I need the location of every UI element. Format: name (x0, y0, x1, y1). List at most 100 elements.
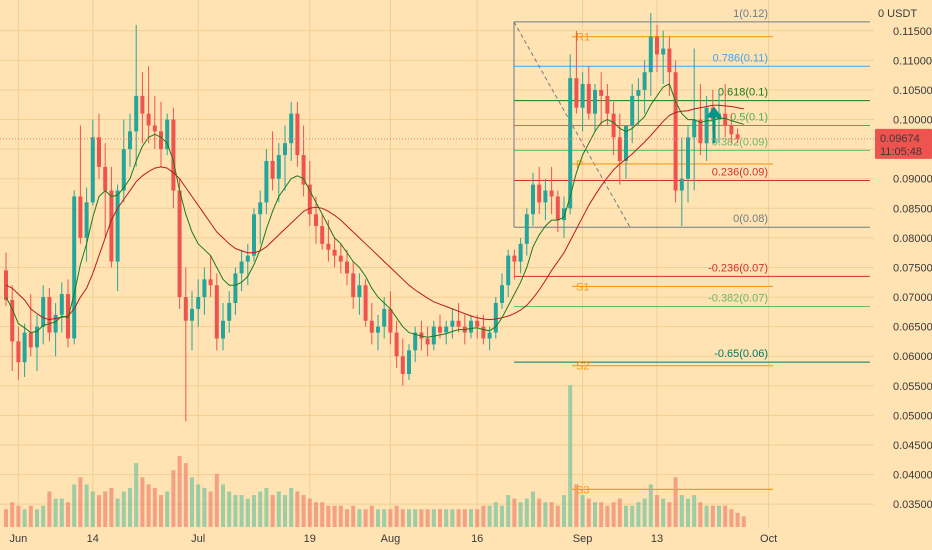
volume-bar (717, 505, 721, 527)
candle-body (264, 160, 269, 203)
candle-body (400, 356, 405, 374)
time-axis[interactable]: Jun 14 Jul 19 Aug 16 Sep 13 Oct (10, 533, 778, 545)
volume-bar (425, 509, 430, 527)
candle-body (239, 261, 244, 274)
volume-bar (599, 502, 604, 527)
price-tag-countdown: 11:05:48 (880, 146, 922, 158)
fib-label: 0.786(0.11) (713, 52, 768, 64)
volume-bar (47, 491, 52, 527)
candle-body (152, 125, 157, 132)
candle-body (41, 297, 46, 327)
candle-body (22, 332, 27, 363)
volume-bar (289, 487, 294, 527)
volume-bar (500, 505, 504, 527)
volume-bar (400, 509, 405, 527)
fib-label: 0.382(0.09) (712, 136, 768, 148)
candle-body (78, 196, 83, 238)
volume-bar (233, 495, 238, 527)
volume-bar (59, 498, 64, 527)
candle-body (326, 243, 331, 250)
volume-bar (692, 495, 697, 527)
candle-body (320, 226, 325, 244)
candle-body (667, 48, 672, 73)
ema-fast-line (5, 83, 744, 338)
candle-body (537, 184, 542, 203)
volume-bar (165, 491, 170, 527)
volume-bar (667, 502, 672, 527)
volume-bar (475, 509, 480, 527)
candle-body (543, 190, 548, 203)
y-tick-label: 0.05000 (893, 410, 932, 422)
candle-body (475, 320, 480, 327)
x-tick-label: Aug (381, 533, 401, 545)
volume-bar (413, 509, 418, 527)
volume-bar (283, 495, 287, 527)
candle-body (648, 36, 653, 73)
pivot-label: S3 (576, 484, 589, 496)
candle-body (487, 332, 492, 339)
volume-bar (115, 498, 120, 527)
volume-bar (221, 484, 225, 527)
volume-bar (4, 509, 8, 527)
candle-body (345, 261, 349, 274)
volume-bar (214, 473, 219, 527)
volume-bar (90, 491, 95, 527)
candle-body (214, 285, 219, 339)
volume-bar (648, 484, 653, 527)
volume-bar (512, 498, 517, 527)
candle-body (134, 95, 139, 132)
volume-bar (301, 495, 306, 527)
candle-body (382, 308, 387, 327)
candle-body (171, 119, 176, 191)
candle-body (574, 78, 579, 108)
candle-body (196, 297, 201, 309)
fib-label: 0.236(0.09) (712, 166, 768, 178)
candle-body (103, 166, 108, 191)
fibonacci-retracement[interactable]: 1(0.12) 0.786(0.11) 0.618(0.1) 0.5(0.1) 0.38… (513, 8, 870, 363)
candle-body (183, 297, 188, 321)
volume-bar (617, 498, 622, 527)
candle-body (47, 297, 52, 333)
candle-body (233, 273, 238, 303)
volume-bar (202, 487, 207, 527)
volume-bar (524, 498, 529, 527)
volume-bar (487, 505, 492, 527)
volume-bar (159, 495, 163, 527)
candle-body (599, 89, 604, 96)
volume-bar (97, 495, 101, 527)
candle-body (524, 214, 529, 244)
candle-body (642, 72, 647, 90)
candle-body (562, 208, 566, 221)
candle-body (369, 320, 374, 333)
drawings[interactable] (0, 106, 874, 144)
volume-bar (611, 502, 616, 527)
volume-bar (357, 509, 362, 527)
candle-body (90, 137, 95, 203)
pivot-label: S1 (576, 281, 589, 293)
volume-bar (103, 491, 108, 527)
candle-body (84, 202, 89, 238)
y-tick-label: 0.10500 (893, 85, 932, 97)
candle-body (10, 300, 15, 342)
candle-body (276, 155, 281, 179)
volume-bar (345, 509, 349, 527)
x-tick-label: 16 (471, 533, 483, 545)
price-axis[interactable]: 0 USDT0.115000.110000.105000.100000.0950… (878, 8, 932, 511)
candle-body (413, 332, 418, 351)
x-tick-label: Oct (760, 533, 777, 545)
candle-body (549, 190, 554, 197)
volume-bar (605, 505, 610, 527)
candle-body (673, 72, 678, 191)
candle-body (450, 320, 455, 327)
volume-bar (382, 509, 387, 527)
volume-bar (239, 495, 244, 527)
candle-body (351, 273, 356, 298)
fib-label: 0.5(0.1) (730, 111, 768, 123)
fib-label: 0.618(0.1) (718, 87, 768, 99)
y-tick-label: 0.08500 (893, 203, 932, 215)
volume-bar (630, 505, 635, 527)
